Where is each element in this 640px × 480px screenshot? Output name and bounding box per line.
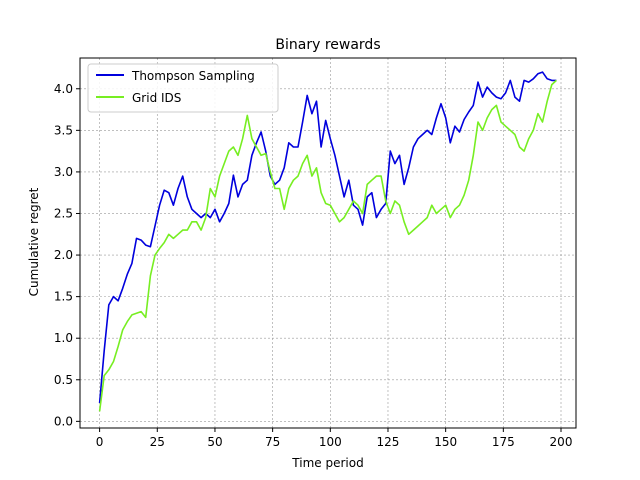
y-tick-label: 3.0 bbox=[54, 165, 73, 179]
x-axis-label: Time period bbox=[291, 456, 363, 470]
series-line-grid-ids bbox=[98, 79, 557, 412]
y-tick-label: 2.5 bbox=[54, 206, 73, 220]
x-tick-label: 150 bbox=[434, 435, 457, 449]
x-tick-label: 125 bbox=[377, 435, 400, 449]
y-tick-label: 3.5 bbox=[54, 123, 73, 137]
chart-title: Binary rewards bbox=[275, 37, 380, 53]
y-tick-label: 1.5 bbox=[54, 290, 73, 304]
y-tick-label: 0.5 bbox=[54, 373, 73, 387]
y-tick-label: 0.0 bbox=[54, 414, 73, 428]
x-tick-label: 200 bbox=[550, 435, 573, 449]
x-tick-label: 0 bbox=[96, 435, 104, 449]
legend-frame bbox=[87, 63, 279, 113]
x-tick-label: 175 bbox=[492, 435, 515, 449]
series-line-thompson-sampling bbox=[98, 71, 557, 404]
axis-ticks: 0 25 50 75 100 125 150 175 200 0.0 0.5 1.0 1.5 2.0 2.5… bbox=[54, 82, 573, 449]
legend-label-grid-ids: Grid IDS bbox=[132, 91, 181, 105]
legend-label-thompson-sampling: Thompson Sampling bbox=[131, 69, 255, 83]
y-tick-label: 1.0 bbox=[54, 331, 73, 345]
y-tick-label: 2.0 bbox=[54, 248, 73, 262]
series-lines bbox=[98, 71, 557, 412]
plot-frame bbox=[79, 57, 577, 429]
x-tick-label: 50 bbox=[207, 435, 222, 449]
x-tick-label: 100 bbox=[319, 435, 342, 449]
y-axis-label: Cumulative regret bbox=[27, 187, 41, 296]
legend: Thompson Sampling Grid IDS bbox=[87, 63, 279, 113]
x-tick-label: 75 bbox=[265, 435, 280, 449]
grid bbox=[80, 58, 576, 428]
y-tick-label: 4.0 bbox=[54, 82, 73, 96]
x-tick-label: 25 bbox=[150, 435, 165, 449]
